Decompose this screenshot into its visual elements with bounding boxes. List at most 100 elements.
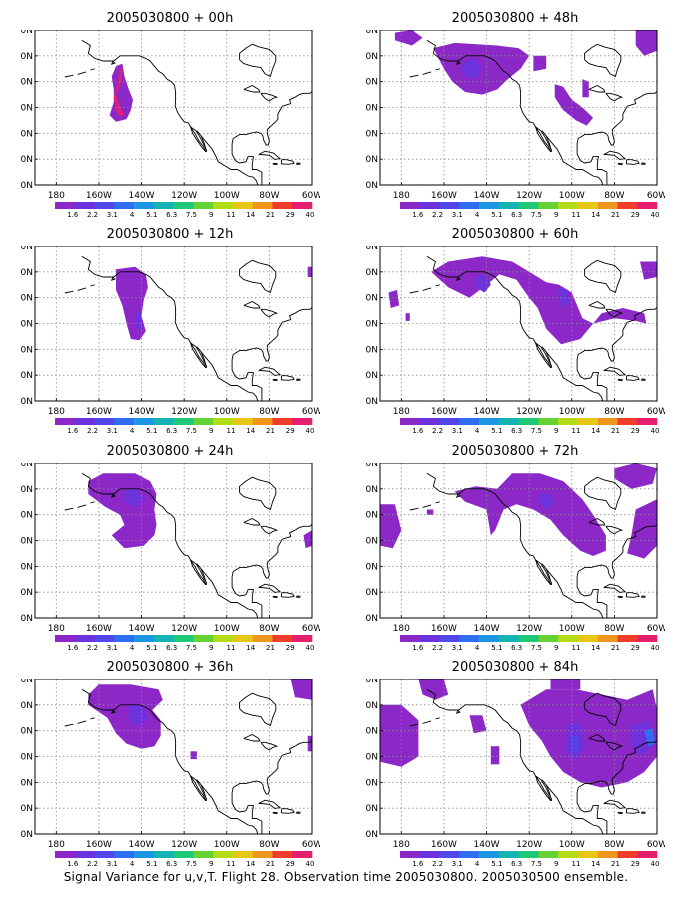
colorbar-label: 2.2: [432, 644, 443, 652]
colorbar-label: 6.3: [511, 427, 522, 435]
variance-contour: [461, 58, 483, 80]
forecast-map: 70N 60N 50N 40N 30N 20N 10N 180 160W 140W 120W 100W…: [365, 463, 665, 652]
lon-tick-label: 180: [48, 407, 65, 417]
lon-tick-label: 80W: [259, 191, 279, 201]
colorbar-label: 4: [130, 860, 135, 868]
colorbar-swatch: [617, 851, 638, 858]
lon-tick-label: 140W: [128, 624, 154, 634]
colorbar-label: 40: [651, 644, 660, 652]
colorbar-swatch: [252, 851, 273, 858]
lat-tick-label: 70N: [365, 679, 378, 685]
lat-tick-label: 60N: [20, 52, 33, 62]
colorbar-swatch: [134, 418, 155, 425]
lon-tick-label: 120W: [516, 407, 542, 417]
forecast-map: 70N 60N 50N 40N 30N 20N 10N 180 160W 140W 120W 100W…: [20, 246, 320, 435]
colorbar-label: 2.2: [87, 644, 98, 652]
colorbar-label: 7.5: [531, 211, 542, 219]
lon-tick-label: 140W: [128, 840, 154, 850]
lon-tick-label: 140W: [128, 191, 154, 201]
colorbar-swatch: [617, 202, 638, 209]
lon-tick-label: 100W: [559, 840, 585, 850]
colorbar-swatch: [193, 202, 214, 209]
colorbar-label: 4: [475, 860, 480, 868]
colorbar-swatch: [637, 202, 658, 209]
colorbar-swatch: [134, 635, 155, 642]
lon-tick-label: 140W: [128, 407, 154, 417]
colorbar-swatch: [94, 202, 115, 209]
colorbar-swatch: [558, 851, 579, 858]
lon-tick-label: 160W: [86, 624, 112, 634]
lat-tick-label: 70N: [20, 679, 33, 685]
lon-tick-label: 80W: [259, 407, 279, 417]
colorbar-swatch: [479, 851, 500, 858]
colorbar-swatch: [439, 851, 460, 858]
colorbar-swatch: [577, 635, 598, 642]
variance-contour: [418, 679, 449, 700]
lat-tick-label: 40N: [20, 537, 33, 547]
colorbar-label: 21: [611, 860, 620, 868]
lon-tick-label: 140W: [473, 191, 499, 201]
colorbar-swatch: [272, 635, 293, 642]
lon-tick-label: 180: [393, 407, 410, 417]
lat-tick-label: 20N: [20, 155, 33, 165]
colorbar-swatch: [400, 202, 421, 209]
lon-tick-label: 140W: [473, 840, 499, 850]
colorbar-label: 21: [266, 427, 275, 435]
colorbar-label: 21: [266, 860, 275, 868]
colorbar-swatch: [518, 635, 539, 642]
panel-title: 2005030800 + 48h: [451, 11, 579, 26]
lat-tick-label: 10N: [20, 397, 33, 407]
lon-tick-label: 120W: [171, 191, 197, 201]
colorbar-label: 4: [475, 427, 480, 435]
colorbar-label: 1.6: [412, 427, 424, 435]
colorbar-label: 9: [554, 211, 558, 219]
lon-tick-label: 80W: [604, 840, 624, 850]
colorbar-label: 5.1: [491, 427, 502, 435]
colorbar-swatch: [400, 418, 421, 425]
lat-tick-label: 20N: [365, 588, 378, 598]
colorbar-swatch: [94, 418, 115, 425]
colorbar-swatch: [55, 635, 76, 642]
colorbar-swatch: [400, 851, 421, 858]
map-frame: [34, 246, 313, 402]
variance-contour: [537, 494, 555, 510]
lon-tick-label: 160W: [86, 191, 112, 201]
colorbar-label: 5.1: [146, 860, 157, 868]
colorbar-label: 5.1: [491, 211, 502, 219]
colorbar-label: 3.1: [452, 860, 463, 868]
variance-contour: [307, 735, 312, 752]
lon-tick-label: 100W: [559, 191, 585, 201]
forecast-map: 70N 60N 50N 40N 30N 20N 10N 180 160W 140W 120W 100W…: [20, 463, 320, 652]
colorbar-label: 3.1: [107, 860, 118, 868]
lat-tick-label: 10N: [20, 614, 33, 624]
colorbar-label: 6.3: [166, 427, 177, 435]
variance-contour: [426, 509, 434, 515]
lon-tick-label: 180: [48, 191, 65, 201]
colorbar-swatch: [272, 418, 293, 425]
lat-tick-label: 40N: [365, 753, 378, 763]
lat-tick-label: 40N: [20, 320, 33, 330]
lon-tick-label: 60W: [647, 624, 665, 634]
lat-tick-label: 60N: [20, 268, 33, 278]
variance-contour: [88, 684, 163, 749]
colorbar-label: 9: [554, 427, 558, 435]
variance-contour: [405, 313, 410, 321]
lat-tick-label: 30N: [20, 778, 33, 788]
colorbar-swatch: [232, 851, 253, 858]
variance-contour: [571, 735, 579, 752]
colorbar-label: 3.1: [452, 211, 463, 219]
colorbar-label: 21: [611, 427, 620, 435]
variance-contour: [290, 679, 312, 700]
colorbar-swatch: [459, 635, 480, 642]
lat-tick-label: 10N: [365, 181, 378, 191]
colorbar-label: 29: [286, 211, 295, 219]
colorbar-swatch: [459, 418, 480, 425]
lat-tick-label: 20N: [20, 588, 33, 598]
lon-tick-label: 180: [393, 624, 410, 634]
variance-contour: [307, 266, 312, 277]
colorbar-label: 4: [475, 644, 480, 652]
colorbar-label: 7.5: [186, 211, 197, 219]
variance-contour: [469, 715, 487, 734]
colorbar-swatch: [114, 851, 135, 858]
colorbar-label: 29: [631, 860, 640, 868]
